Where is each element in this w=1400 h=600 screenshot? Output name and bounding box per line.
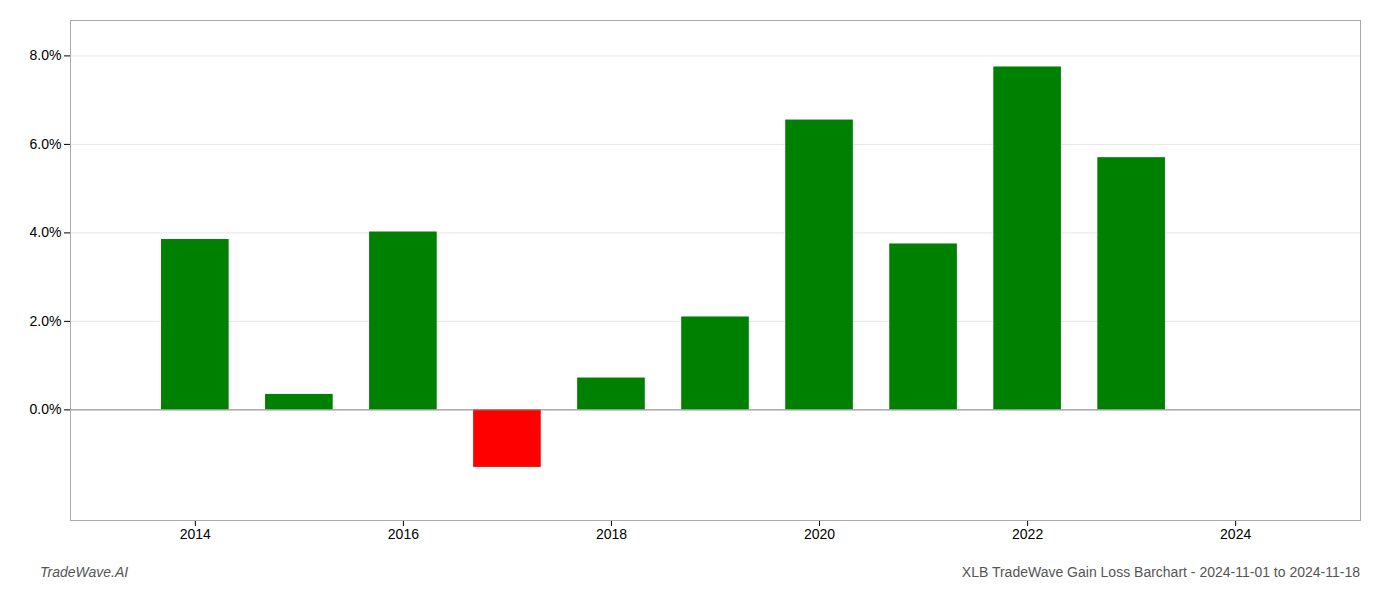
svg-text:8.0%: 8.0%	[30, 47, 62, 63]
svg-text:4.0%: 4.0%	[30, 224, 62, 240]
svg-text:2016: 2016	[388, 526, 419, 542]
svg-text:2.0%: 2.0%	[30, 313, 62, 329]
svg-text:2014: 2014	[180, 526, 211, 542]
svg-text:0.0%: 0.0%	[30, 401, 62, 417]
svg-text:2020: 2020	[804, 526, 835, 542]
svg-text:2024: 2024	[1220, 526, 1251, 542]
html-text:XLB TradeWave Gain Loss Barcha: XLB TradeWave Gain Loss Barchart - 2024-…	[961, 564, 1360, 580]
html-text:TradeWave.AI: TradeWave.AI	[40, 564, 129, 580]
svg-text:2022: 2022	[1012, 526, 1043, 542]
svg-text:6.0%: 6.0%	[30, 136, 62, 152]
svg-text:2018: 2018	[596, 526, 627, 542]
